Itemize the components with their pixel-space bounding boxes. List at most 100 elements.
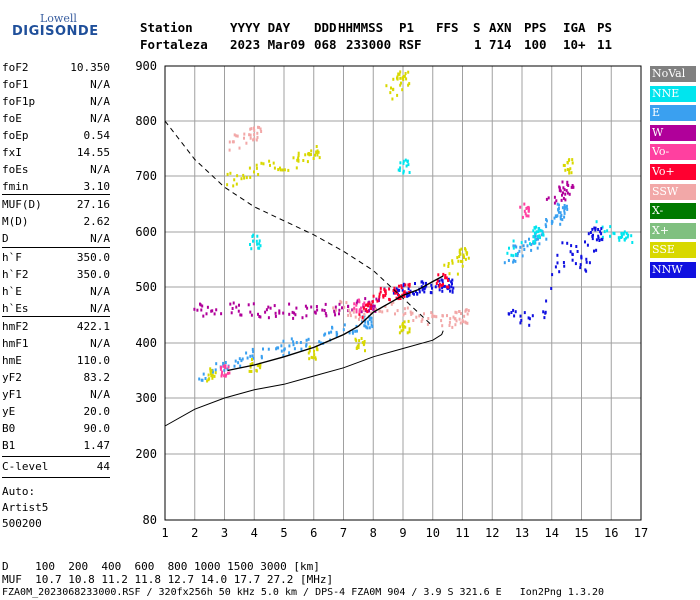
echo-mark xyxy=(390,302,393,306)
echo-mark xyxy=(542,232,545,236)
echo-mark xyxy=(626,235,629,239)
echo-mark xyxy=(510,253,513,257)
echo-mark xyxy=(247,303,250,307)
echo-mark xyxy=(403,74,406,78)
echo-mark xyxy=(411,311,414,315)
echo-mark xyxy=(231,307,234,310)
echo-mark xyxy=(370,316,373,320)
echo-mark xyxy=(442,282,444,286)
echo-mark xyxy=(238,357,241,361)
echo-mark xyxy=(425,281,427,285)
echo-mark xyxy=(568,192,571,196)
echo-mark xyxy=(405,164,408,168)
echo-mark xyxy=(530,243,533,247)
param-value: 44 xyxy=(96,460,110,473)
echo-mark xyxy=(321,308,324,312)
echo-mark xyxy=(358,300,361,304)
echo-mark xyxy=(200,308,203,312)
param-row: C-level 44 xyxy=(2,460,110,478)
echo-mark xyxy=(399,70,402,74)
header-label: YYYY DAY xyxy=(230,20,291,35)
echo-mark xyxy=(214,368,217,372)
echo-mark xyxy=(220,374,223,378)
echo-mark xyxy=(528,237,530,241)
legend-entry: SSE xyxy=(650,242,696,259)
echo-mark xyxy=(338,312,340,316)
x-tick-label: 3 xyxy=(221,526,228,540)
echo-mark xyxy=(463,314,466,318)
echo-mark xyxy=(410,312,413,316)
echo-mark xyxy=(407,163,410,167)
param-divider xyxy=(2,194,110,195)
y-tick-label: 200 xyxy=(135,447,157,461)
echo-mark xyxy=(355,303,358,307)
echo-mark xyxy=(545,197,548,201)
echo-mark xyxy=(382,294,385,298)
echo-mark xyxy=(358,312,361,316)
echo-mark xyxy=(252,239,255,243)
echo-mark xyxy=(571,258,574,262)
echo-mark xyxy=(235,134,238,138)
echo-mark xyxy=(288,312,291,316)
header-value: 11 xyxy=(597,37,613,52)
echo-mark xyxy=(364,324,367,328)
param-label: B0 xyxy=(2,422,16,435)
echo-mark xyxy=(275,347,278,351)
echo-mark xyxy=(401,323,404,327)
echo-mark xyxy=(620,236,623,239)
echo-mark xyxy=(343,305,346,309)
echo-mark xyxy=(597,236,600,240)
echo-mark xyxy=(274,311,277,315)
echo-mark xyxy=(342,328,345,332)
echo-mark xyxy=(459,321,462,325)
echo-mark xyxy=(224,374,227,378)
echo-mark xyxy=(454,310,457,314)
echo-mark xyxy=(557,208,560,212)
param-value: N/A xyxy=(90,163,110,176)
echo-mark xyxy=(226,367,229,371)
echo-mark xyxy=(222,364,225,368)
echo-mark xyxy=(206,305,209,309)
echo-mark xyxy=(205,312,208,316)
echo-mark xyxy=(292,156,295,160)
param-label: hmF2 xyxy=(2,320,29,333)
echo-mark xyxy=(306,160,309,164)
echo-mark xyxy=(292,316,295,320)
echo-mark xyxy=(397,72,400,76)
echo-mark xyxy=(202,372,205,376)
echo-mark xyxy=(451,261,454,265)
echo-mark xyxy=(372,307,375,311)
echo-mark xyxy=(404,283,407,287)
echo-mark xyxy=(296,158,299,162)
echo-mark xyxy=(569,167,572,171)
echo-mark xyxy=(627,233,630,237)
echo-mark xyxy=(310,153,312,156)
echo-mark xyxy=(455,319,458,323)
echo-mark xyxy=(323,333,326,337)
x-tick-label: 1 xyxy=(161,526,168,540)
echo-mark xyxy=(444,274,447,277)
echo-mark xyxy=(563,188,566,192)
echo-mark xyxy=(257,173,260,176)
echo-mark xyxy=(348,331,351,335)
header-value: 10+ xyxy=(563,37,586,52)
echo-mark xyxy=(450,280,453,284)
param-row: foF2 10.350 xyxy=(2,61,110,79)
echo-mark xyxy=(532,229,535,233)
echo-mark xyxy=(287,168,290,172)
echo-mark xyxy=(340,300,343,304)
echo-mark xyxy=(262,162,265,166)
echo-mark xyxy=(562,261,565,264)
echo-mark xyxy=(353,306,356,310)
echo-mark xyxy=(278,311,281,315)
echo-mark xyxy=(585,260,588,264)
echo-mark xyxy=(401,76,404,80)
header-value: 1 xyxy=(474,37,482,52)
header-label: PPS xyxy=(524,20,547,35)
echo-mark xyxy=(461,264,464,268)
echo-mark xyxy=(226,183,229,187)
echo-mark xyxy=(368,318,371,322)
echo-mark xyxy=(255,166,258,170)
y-tick-label: 900 xyxy=(135,59,157,73)
echo-mark xyxy=(238,146,241,150)
